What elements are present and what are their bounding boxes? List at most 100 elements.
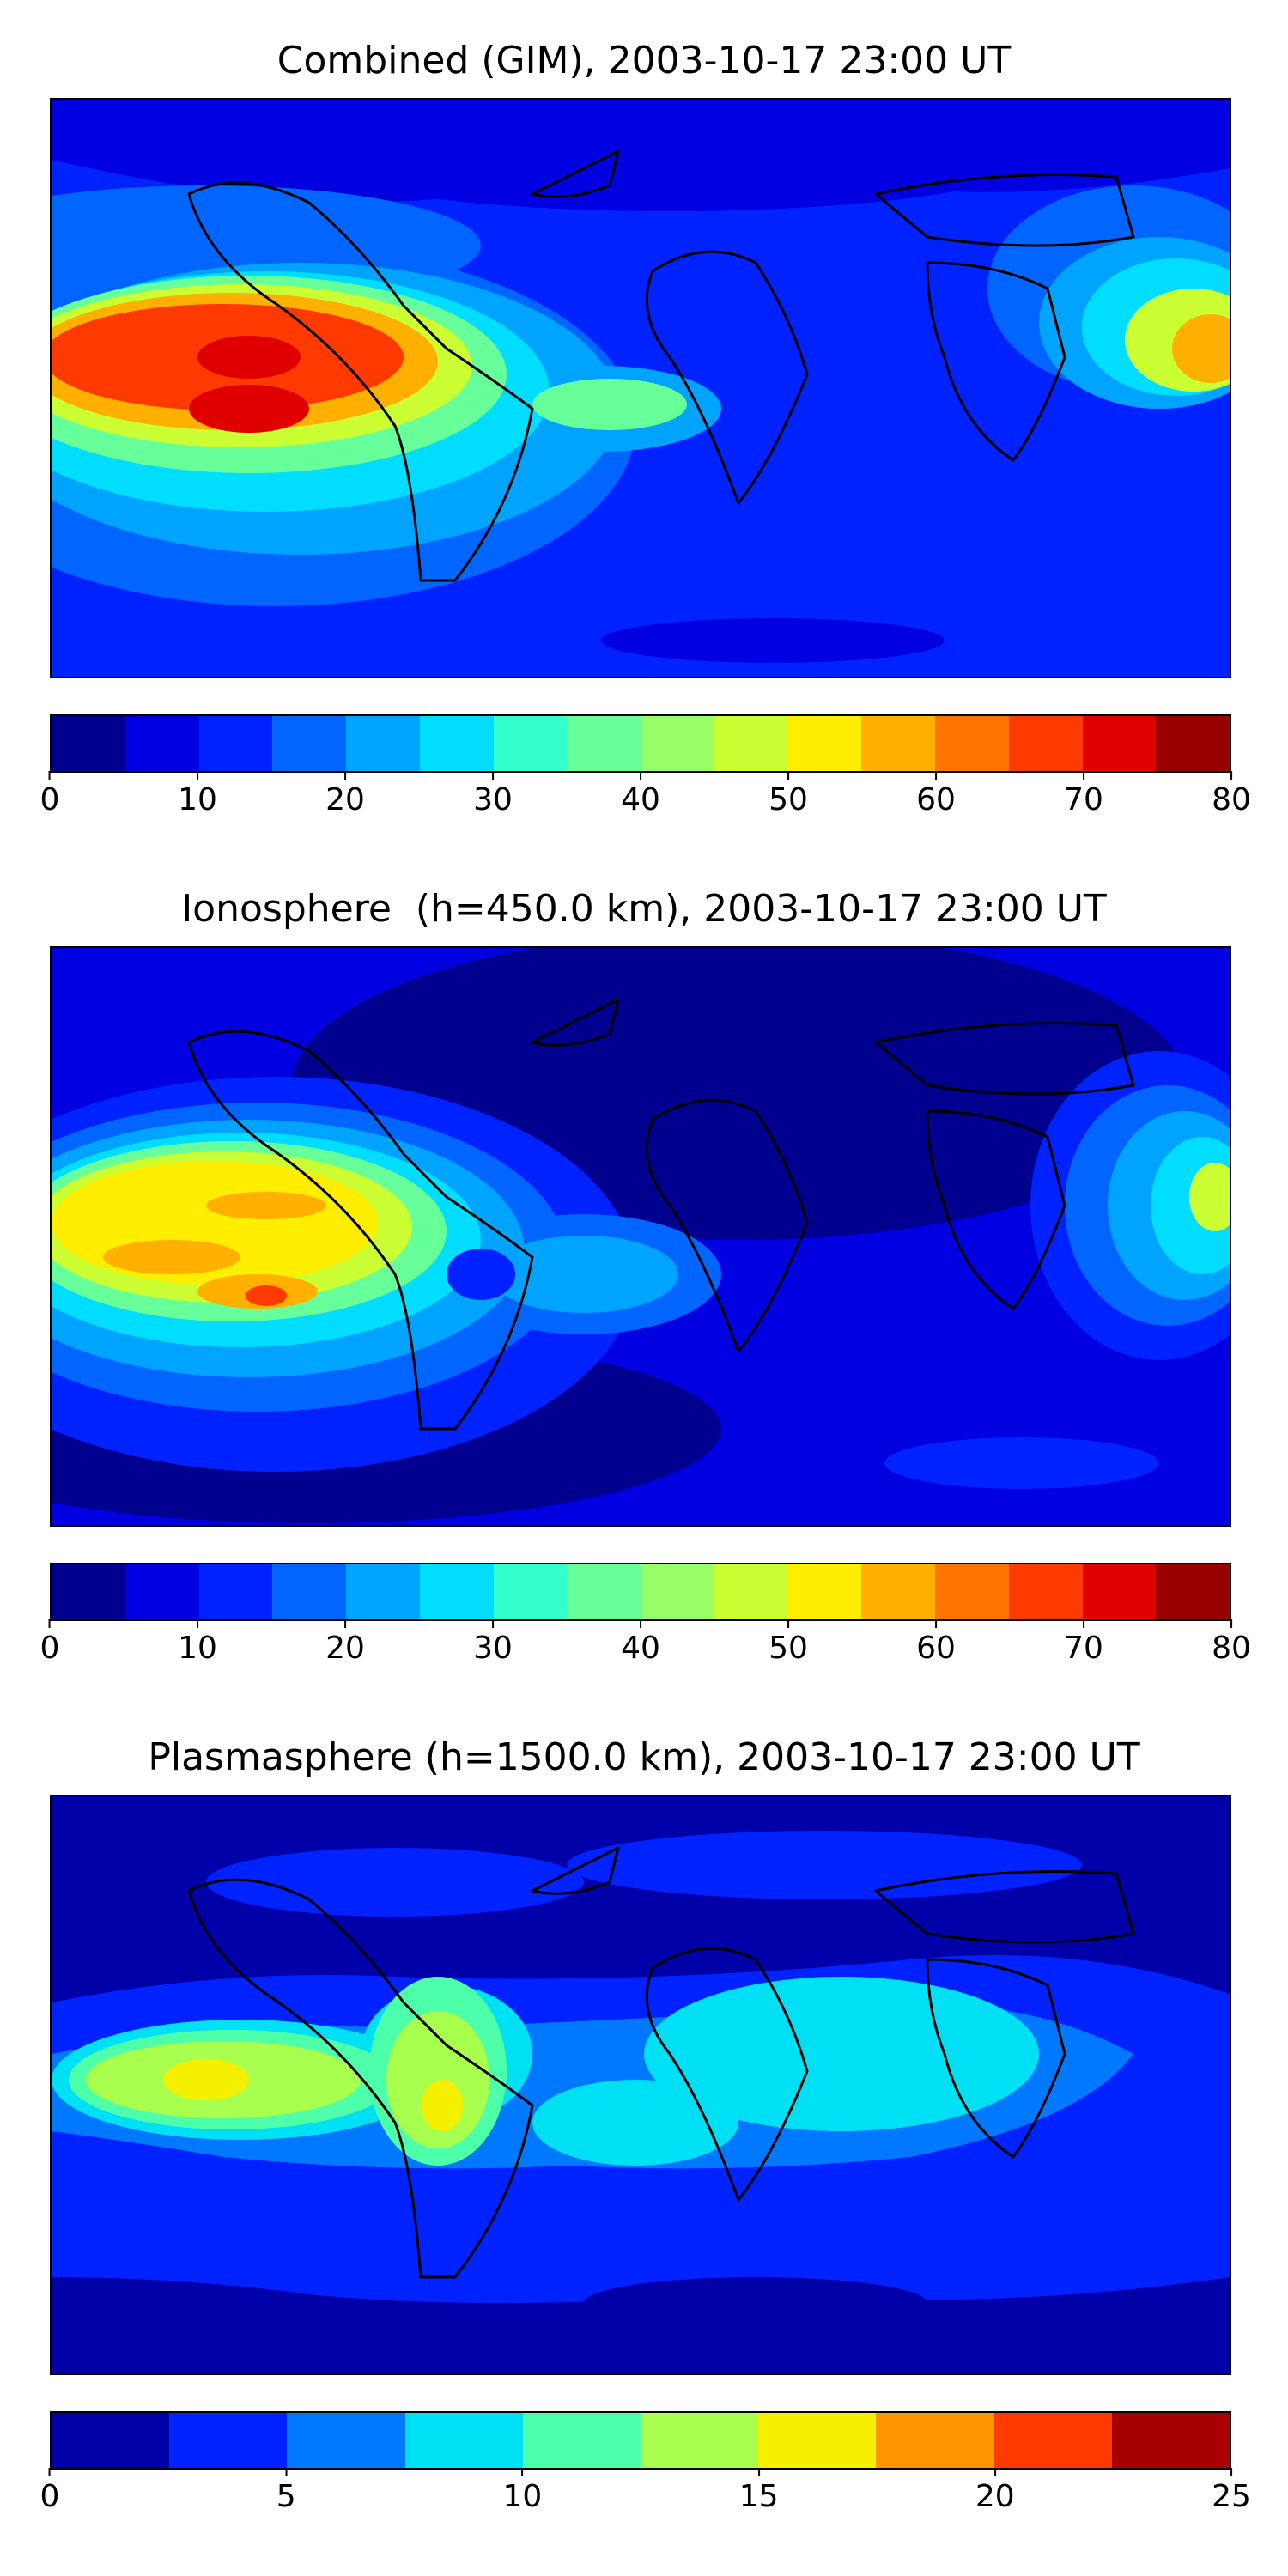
tec-contour-ionosphere bbox=[52, 948, 1230, 1525]
colorbar-segment bbox=[641, 2413, 759, 2468]
colorbar-ticks-combined: 0 10 20 30 40 50 60 70 80 bbox=[40, 771, 1251, 823]
colorbar-segment bbox=[787, 1564, 862, 1619]
colorbar-segment bbox=[1082, 1564, 1157, 1619]
colorbar-plasmasphere bbox=[50, 2411, 1231, 2470]
colorbar-segment bbox=[493, 716, 568, 771]
map-plasmasphere bbox=[50, 1795, 1231, 2375]
colorbar-tick-label: 10 bbox=[178, 1631, 217, 1666]
colorbar-tick-label: 50 bbox=[769, 1631, 808, 1666]
colorbar-segment bbox=[714, 1564, 788, 1619]
colorbar-segment bbox=[52, 2413, 170, 2468]
colorbar-segment bbox=[1082, 716, 1157, 771]
colorbar-tick-label: 70 bbox=[1064, 782, 1103, 817]
colorbar-segment bbox=[404, 2413, 523, 2468]
colorbar-tick-label: 30 bbox=[473, 1631, 513, 1666]
colorbar-tick: 5 bbox=[276, 2468, 296, 2514]
colorbar-segment bbox=[876, 2413, 994, 2468]
colorbar-tick: 0 bbox=[39, 1619, 60, 1666]
colorbar-segment bbox=[346, 716, 420, 771]
colorbar-segment bbox=[1111, 2413, 1230, 2468]
colorbar-tick-label: 40 bbox=[621, 1631, 660, 1666]
colorbar-tick: 50 bbox=[769, 771, 808, 817]
colorbar-segment bbox=[935, 1564, 1009, 1619]
colorbar-segment bbox=[346, 1564, 420, 1619]
colorbar-segment bbox=[567, 716, 641, 771]
colorbar-segment bbox=[1008, 1564, 1083, 1619]
colorbar-segment bbox=[1008, 716, 1083, 771]
colorbar-tick: 30 bbox=[473, 771, 513, 817]
colorbar-segment bbox=[1156, 1564, 1230, 1619]
colorbar-segment bbox=[861, 1564, 935, 1619]
colorbar-segment bbox=[935, 716, 1009, 771]
colorbar-segment bbox=[861, 716, 935, 771]
colorbar-tick: 15 bbox=[739, 2468, 779, 2514]
colorbar-tick: 0 bbox=[39, 2468, 60, 2514]
colorbar-tick-label: 10 bbox=[502, 2479, 543, 2514]
colorbar-ticks-ionosphere: 0 10 20 30 40 50 60 70 80 bbox=[40, 1619, 1251, 1671]
colorbar-tick: 20 bbox=[325, 771, 365, 817]
colorbar-tick: 40 bbox=[621, 1619, 660, 1666]
colorbar-segment bbox=[169, 2413, 288, 2468]
colorbar-segment bbox=[758, 2413, 877, 2468]
colorbar-tick-label: 5 bbox=[276, 2479, 296, 2514]
colorbar-segment bbox=[52, 1564, 125, 1619]
colorbar-tick-label: 70 bbox=[1064, 1631, 1103, 1666]
colorbar-tick: 50 bbox=[769, 1619, 808, 1666]
colorbar-tick: 20 bbox=[975, 2468, 1015, 2514]
colorbar-tick: 20 bbox=[325, 1619, 365, 1666]
colorbar-tick-label: 15 bbox=[738, 2479, 779, 2514]
colorbar-segment bbox=[125, 1564, 199, 1619]
colorbar-tick: 60 bbox=[916, 1619, 956, 1666]
colorbar-segment bbox=[993, 2413, 1112, 2468]
colorbar-segment bbox=[787, 716, 862, 771]
colorbar-segment bbox=[641, 1564, 714, 1619]
colorbar-segment bbox=[522, 2413, 641, 2468]
colorbar-segment bbox=[641, 716, 714, 771]
colorbar-segment bbox=[567, 1564, 641, 1619]
colorbar-tick-label: 50 bbox=[769, 782, 808, 817]
colorbar-tick-label: 60 bbox=[916, 1631, 956, 1666]
colorbar-combined bbox=[50, 714, 1231, 773]
colorbar-segment bbox=[198, 716, 273, 771]
colorbar-tick-label: 30 bbox=[473, 782, 513, 817]
colorbar-tick-label: 20 bbox=[325, 782, 365, 817]
colorbar-tick: 40 bbox=[621, 771, 660, 817]
colorbar-tick-label: 0 bbox=[39, 2479, 60, 2514]
colorbar-tick: 25 bbox=[1212, 2468, 1251, 2514]
colorbar-segment bbox=[125, 716, 199, 771]
colorbar-ionosphere bbox=[50, 1563, 1231, 1621]
colorbar-segment bbox=[714, 716, 788, 771]
colorbar-tick-label: 80 bbox=[1212, 1631, 1251, 1666]
colorbar-tick: 70 bbox=[1064, 1619, 1103, 1666]
colorbar-tick-label: 20 bbox=[325, 1631, 365, 1666]
map-ionosphere bbox=[50, 946, 1231, 1527]
colorbar-tick-label: 25 bbox=[1212, 2479, 1251, 2514]
colorbar-segment bbox=[419, 716, 494, 771]
colorbar-tick: 30 bbox=[473, 1619, 513, 1666]
panel-title-plasmasphere: Plasmasphere (h=1500.0 km), 2003-10-17 2… bbox=[148, 1735, 1140, 1779]
colorbar-segment bbox=[493, 1564, 568, 1619]
colorbar-tick: 80 bbox=[1212, 1619, 1251, 1666]
tec-contour-plasmasphere bbox=[52, 1796, 1230, 2373]
colorbar-tick-label: 40 bbox=[621, 782, 660, 817]
colorbar-segment bbox=[272, 716, 346, 771]
colorbar-tick: 10 bbox=[178, 771, 217, 817]
colorbar-tick-label: 60 bbox=[916, 782, 956, 817]
panel-title-ionosphere: Ionosphere (h=450.0 km), 2003-10-17 23:0… bbox=[181, 887, 1107, 931]
colorbar-segment bbox=[272, 1564, 346, 1619]
panel-title-combined: Combined (GIM), 2003-10-17 23:00 UT bbox=[276, 39, 1012, 82]
colorbar-tick: 80 bbox=[1212, 771, 1251, 817]
colorbar-tick: 10 bbox=[178, 1619, 217, 1666]
colorbar-segment bbox=[1156, 716, 1230, 771]
map-combined bbox=[50, 98, 1231, 678]
colorbar-tick-label: 0 bbox=[39, 782, 60, 817]
colorbar-tick: 70 bbox=[1064, 771, 1103, 817]
colorbar-tick-label: 0 bbox=[39, 1631, 60, 1666]
colorbar-segment bbox=[419, 1564, 494, 1619]
tec-contour-combined bbox=[52, 100, 1230, 677]
colorbar-tick: 60 bbox=[916, 771, 956, 817]
colorbar-tick: 10 bbox=[502, 2468, 542, 2514]
colorbar-segment bbox=[52, 716, 125, 771]
colorbar-tick-label: 80 bbox=[1212, 782, 1251, 817]
colorbar-ticks-plasmasphere: 0 5 10 15 20 25 bbox=[40, 2468, 1251, 2519]
